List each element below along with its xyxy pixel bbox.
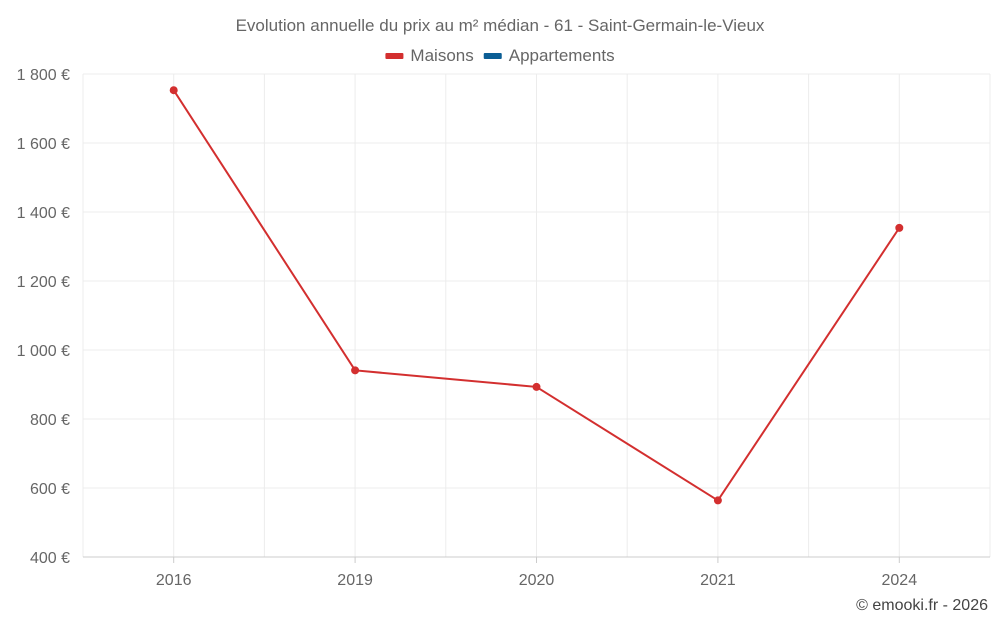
data-point-maisons[interactable] [532,382,541,391]
x-tick-label: 2019 [337,572,373,589]
legend-swatch [483,53,502,59]
data-point-maisons[interactable] [895,223,904,232]
credit-text: © emooki.fr - 2026 [856,597,988,614]
chart-title: Evolution annuelle du prix au m² médian … [236,16,765,35]
legend-label: Maisons [410,46,473,65]
data-point-maisons[interactable] [169,86,178,95]
x-tick-label: 2021 [700,572,736,589]
y-tick-label: 1 800 € [17,67,70,84]
y-tick-label: 400 € [30,550,70,567]
y-tick-label: 800 € [30,412,70,429]
legend-swatch [385,53,404,59]
axes: 400 € 600 € 800 € 1 000 € 1 200 € 1 400 € 1 60… [17,67,990,589]
y-tick-label: 600 € [30,481,70,498]
legend-item-maisons[interactable]: Maisons [385,46,474,65]
series-layer [169,86,904,505]
x-tick-label: 2024 [882,572,918,589]
x-tick-label: 2020 [519,572,555,589]
y-tick-label: 1 400 € [17,205,70,222]
legend-item-appartements[interactable]: Appartements [483,46,615,65]
data-point-maisons[interactable] [351,366,360,375]
y-tick-label: 1 200 € [17,274,70,291]
grid [82,73,991,557]
x-tick-label: 2016 [156,572,192,589]
data-point-maisons[interactable] [713,496,722,505]
y-tick-label: 1 600 € [17,136,70,153]
y-tick-label: 1 000 € [17,343,70,360]
legend: Maisons Appartements [385,46,615,65]
legend-label: Appartements [509,46,615,65]
